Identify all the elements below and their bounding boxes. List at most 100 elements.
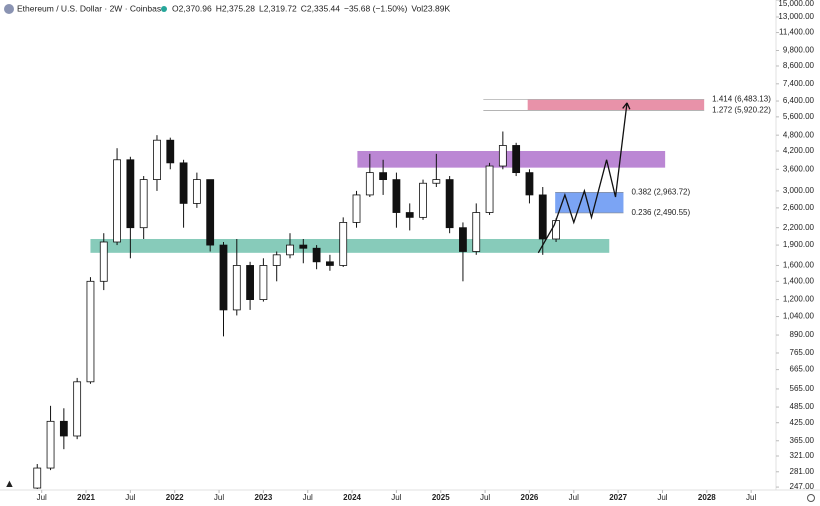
- candle-body: [459, 227, 467, 252]
- y-tick-label: 11,400.00: [779, 28, 815, 37]
- y-tick-label: 7,400.00: [783, 79, 815, 88]
- x-tick-label: 2021: [77, 493, 95, 502]
- fib-label: 1.414 (6,483.13): [712, 95, 771, 104]
- legend-key: Vol: [411, 3, 423, 13]
- y-tick-label: 3,600.00: [783, 164, 815, 173]
- candle-body: [192, 179, 201, 204]
- candle-body: [139, 179, 148, 229]
- x-tick-label: Jul: [480, 493, 490, 502]
- y-tick-label: 281.00: [790, 467, 815, 476]
- y-tick-label: 1,200.00: [783, 295, 815, 304]
- candle-body: [272, 254, 281, 266]
- x-tick-label: 2027: [609, 493, 627, 502]
- x-tick-label: Jul: [214, 493, 224, 502]
- candle-body: [113, 159, 121, 243]
- y-tick-label: 890.00: [790, 330, 815, 339]
- legend-value: 2,335.44: [307, 3, 340, 13]
- projection-path: [537, 102, 628, 254]
- candle-body: [179, 162, 188, 204]
- y-tick-label: 765.00: [790, 348, 815, 357]
- fib-label: 0.382 (2,963.72): [631, 187, 690, 196]
- legend-key: O: [172, 3, 179, 13]
- fib-label: 0.236 (2,490.55): [631, 208, 690, 217]
- candle-body: [126, 159, 135, 229]
- candle-body: [419, 182, 427, 218]
- y-tick-label: 565.00: [790, 384, 815, 393]
- candle-body: [86, 280, 95, 383]
- candle-body: [312, 247, 321, 263]
- y-tick-label: 365.00: [790, 436, 815, 445]
- x-tick-label: Jul: [391, 493, 401, 502]
- zone: [357, 150, 666, 168]
- x-tick-label: 2025: [432, 493, 450, 502]
- y-tick-label: 1,600.00: [783, 261, 815, 270]
- y-tick-label: 247.00: [790, 482, 815, 491]
- candle-body: [59, 420, 68, 437]
- legend-value: 2,370.96: [179, 3, 212, 13]
- legend-key: C: [301, 3, 307, 13]
- legend-key: L: [259, 3, 264, 13]
- candle-body: [99, 241, 108, 282]
- candle-body: [392, 179, 401, 213]
- zone: [90, 238, 610, 253]
- y-tick-label: 9,800.00: [783, 46, 815, 55]
- x-tick-label: 2023: [254, 493, 272, 502]
- candle-body: [246, 265, 254, 300]
- candle-body: [552, 220, 560, 240]
- candle-body: [286, 244, 294, 256]
- zone: [555, 192, 624, 213]
- y-tick-label: 1,040.00: [783, 312, 815, 321]
- x-tick-label: Jul: [303, 493, 313, 502]
- x-tick-label: 2028: [698, 493, 716, 502]
- y-tick-label: 485.00: [790, 402, 815, 411]
- candle-body: [206, 179, 215, 246]
- candle-body: [498, 145, 507, 167]
- x-tick-label: 2026: [521, 493, 539, 502]
- y-tick-label: 15,000.00: [778, 0, 814, 8]
- y-tick-label: 6,400.00: [783, 96, 815, 105]
- logo: ▲: [4, 478, 15, 490]
- x-tick-label: 2024: [343, 493, 361, 502]
- y-tick-label: 2,200.00: [783, 223, 815, 232]
- legend-value: 2,375.28: [222, 3, 255, 13]
- projection-arrowhead: [622, 102, 631, 110]
- x-tick-label: Jul: [37, 493, 47, 502]
- ohlc-legend: O 2,370.96 H 2,375.28 L 2,319.72 C 2,335.44 −35.…: [172, 3, 450, 13]
- legend-key: H: [216, 3, 222, 13]
- candle-body: [219, 244, 228, 311]
- y-tick-label: 5,600.00: [783, 112, 815, 121]
- y-tick-label: 13,000.00: [778, 12, 814, 21]
- candle-body: [538, 194, 547, 240]
- candle-body: [73, 381, 82, 437]
- y-tick-label: 1,900.00: [783, 240, 815, 249]
- legend-value: 2,319.72: [264, 3, 297, 13]
- legend-value: −35.68 (−1.50%): [344, 3, 407, 13]
- candle-body: [432, 179, 441, 184]
- y-tick-label: 2,600.00: [783, 203, 815, 212]
- plot-area: 0.382 (2,963.72) 0.236 (2,490.55) 1.414 (6…: [33, 95, 771, 490]
- y-tick-label: 665.00: [790, 365, 815, 374]
- candle-body: [352, 194, 361, 223]
- chart-title: Ethereum / U.S. Dollar · 2W · Coinbase: [17, 3, 166, 13]
- symbol-icon: [4, 4, 14, 14]
- candle-body: [365, 172, 374, 196]
- y-tick-label: 3,000.00: [783, 186, 815, 195]
- legend-value: 23.89K: [423, 3, 450, 13]
- settings-icon[interactable]: [807, 494, 815, 502]
- y-tick-label: 1,400.00: [783, 276, 815, 285]
- candle-body: [379, 172, 388, 180]
- candle-body: [512, 145, 521, 174]
- y-tick-label: 4,200.00: [783, 146, 815, 155]
- y-tick-label: 8,600.00: [783, 61, 815, 70]
- x-tick-label: Jul: [746, 493, 756, 502]
- candle-body: [259, 265, 268, 300]
- candle-body: [232, 265, 241, 311]
- status-dot: [161, 6, 167, 12]
- candle-body: [326, 261, 334, 266]
- y-tick-label: 425.00: [790, 418, 815, 427]
- y-tick-label: 321.00: [790, 451, 815, 460]
- candle-body: [46, 420, 55, 469]
- candle-body: [166, 139, 175, 164]
